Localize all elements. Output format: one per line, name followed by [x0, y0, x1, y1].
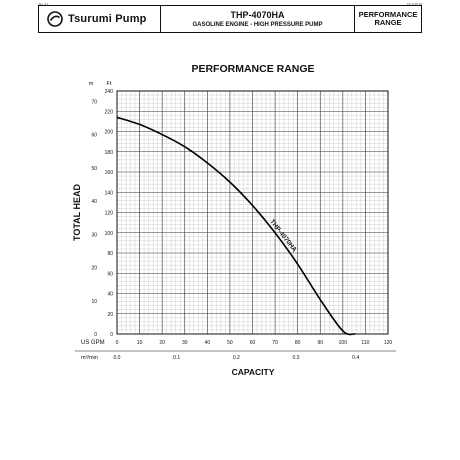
- x-tick-gpm: 70: [272, 340, 278, 346]
- y-tick-m: 40: [91, 199, 97, 205]
- sheet-label-line2: Range: [374, 18, 402, 27]
- x-tick-gpm: 20: [159, 340, 165, 346]
- y-tick-ft: 80: [107, 251, 113, 257]
- y-tick-ft: 160: [105, 170, 114, 176]
- brand-cell: Tsurumi Pump: [39, 6, 161, 32]
- sheet-label-cell: Performance Range: [355, 6, 421, 32]
- y-tick-ft: 200: [105, 130, 114, 136]
- y-tick-m: 20: [91, 266, 97, 272]
- y-unit-m: m: [89, 81, 94, 87]
- x-tick-gpm: 50: [227, 340, 233, 346]
- x-tick-gpm: 30: [182, 340, 188, 346]
- model-description: GASOLINE ENGINE - HIGH PRESSURE PUMP: [192, 22, 323, 28]
- x-tick-gpm: 60: [250, 340, 256, 346]
- x-tick-gpm: 40: [205, 340, 211, 346]
- y-tick-ft: 120: [105, 211, 114, 217]
- model-cell: THP-4070HA GASOLINE ENGINE - HIGH PRESSU…: [161, 6, 355, 32]
- x-axis-label: CAPACITY: [232, 367, 275, 377]
- x-tick-m3: 0.2: [233, 355, 240, 361]
- y-tick-m: 60: [91, 133, 97, 139]
- plot-frame: [116, 90, 389, 335]
- x-tick-m3: 0.3: [292, 355, 299, 361]
- x-tick-gpm: 0: [116, 340, 119, 346]
- y-tick-m: 30: [91, 232, 97, 238]
- y-tick-m: 50: [91, 166, 97, 172]
- y-tick-ft: 40: [107, 292, 113, 298]
- x-tick-gpm: 90: [317, 340, 323, 346]
- y-tick-m: 0: [94, 332, 97, 338]
- y-tick-ft: 20: [107, 312, 113, 318]
- curve-label: THP-4070HA: [268, 218, 298, 253]
- y-tick-ft: 140: [105, 190, 114, 196]
- chart-title: PERFORMANCE RANGE: [191, 63, 314, 75]
- x-unit-m3: m³/min: [81, 355, 98, 361]
- doc-date: Jan. 0 1: [38, 2, 49, 6]
- x-tick-gpm: 120: [384, 340, 393, 346]
- x-tick-gpm: 10: [137, 340, 143, 346]
- y-tick-ft: 0: [110, 332, 113, 338]
- y-unit-ft: Ft: [107, 81, 112, 87]
- sheet-label-line1: Performance: [358, 10, 418, 19]
- y-tick-ft: 100: [105, 231, 114, 237]
- x-tick-gpm: 110: [361, 340, 369, 346]
- x-tick-m3: 0.0: [114, 355, 121, 361]
- x-tick-m3: 0.1: [173, 355, 180, 361]
- x-tick-m3: 0.4: [352, 355, 359, 361]
- doc-code: TD-THP-48: [406, 2, 422, 6]
- header-box: Tsurumi Pump THP-4070HA GASOLINE ENGINE …: [38, 5, 422, 33]
- y-tick-ft: 60: [107, 271, 113, 277]
- y-tick-ft: 180: [105, 150, 114, 156]
- x-unit-gpm: US GPM: [81, 340, 105, 346]
- y-tick-ft: 240: [105, 89, 114, 95]
- tsurumi-logo-icon: [47, 11, 63, 27]
- y-tick-m: 10: [91, 299, 97, 305]
- y-tick-m: 70: [91, 99, 97, 105]
- performance-curve: [116, 116, 356, 336]
- y-tick-ft: 220: [105, 109, 114, 115]
- model-name: THP-4070HA: [230, 10, 285, 20]
- y-axis-label: TOTAL HEAD: [72, 184, 82, 242]
- brand-name: Tsurumi Pump: [68, 13, 147, 25]
- x-tick-gpm: 100: [339, 340, 348, 346]
- x-tick-gpm: 80: [295, 340, 301, 346]
